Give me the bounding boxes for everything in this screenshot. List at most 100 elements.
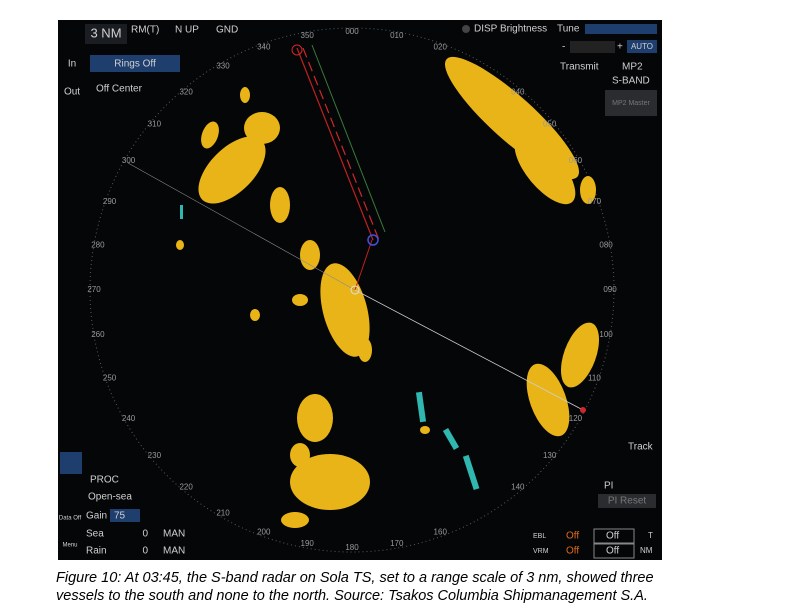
tune-minus[interactable]: - xyxy=(562,42,565,53)
radar-graphic xyxy=(598,494,656,508)
caption: vessels to the south and none to the nor… xyxy=(56,588,648,604)
radar-graphic xyxy=(291,44,303,56)
radar-echo xyxy=(281,512,309,528)
radar-graphic xyxy=(605,90,657,116)
motion-mode[interactable]: RM(T) xyxy=(131,25,159,36)
radar-graphic xyxy=(302,47,380,241)
zoom-out[interactable]: Out xyxy=(64,87,80,98)
sea-label: Sea xyxy=(86,529,104,540)
proc-preset[interactable]: Open-sea xyxy=(88,492,132,503)
bearing-label: 260 xyxy=(91,330,105,339)
bearing-label: 300 xyxy=(122,156,136,165)
radar-echo xyxy=(442,427,460,451)
radar-graphic xyxy=(350,285,360,295)
radar-graphic xyxy=(311,44,386,233)
master-button[interactable]: MP2 Master xyxy=(612,100,650,107)
radar-echo xyxy=(358,338,372,362)
radar-echo xyxy=(290,443,310,467)
zoom-in[interactable]: In xyxy=(68,59,76,70)
bearing-label: 080 xyxy=(599,240,613,249)
pi-reset[interactable]: PI Reset xyxy=(608,496,647,507)
radar-echo xyxy=(201,121,219,149)
radar-echo xyxy=(292,294,308,306)
radar-echo xyxy=(580,176,596,204)
gain-value[interactable]: 75 xyxy=(114,511,126,522)
track-button[interactable]: Track xyxy=(628,442,654,453)
mode: MP2 xyxy=(622,62,643,73)
tune-auto[interactable]: AUTO xyxy=(631,42,653,51)
tune-label: Tune xyxy=(557,24,580,35)
brightness[interactable]: DISP Brightness xyxy=(474,24,547,35)
radar-graphic xyxy=(89,27,615,553)
ebl-2[interactable]: Off xyxy=(606,531,619,542)
radar-echo xyxy=(250,309,260,321)
sea-mode[interactable]: MAN xyxy=(163,529,185,540)
bearing-label: 100 xyxy=(599,330,613,339)
bearing-label: 210 xyxy=(216,509,230,518)
vrm-1[interactable]: Off xyxy=(566,546,579,557)
radar-graphic xyxy=(85,24,127,44)
bearing-label: 130 xyxy=(543,451,557,460)
bearing-label: 090 xyxy=(603,285,617,294)
radar-graphic xyxy=(60,452,82,474)
radar-graphic xyxy=(89,27,615,553)
range[interactable]: 3 NM xyxy=(90,25,121,40)
radar-graphic xyxy=(593,528,635,544)
proc-label: PROC xyxy=(90,475,119,486)
orientation[interactable]: N UP xyxy=(175,25,199,36)
radar-echo xyxy=(450,61,490,89)
radar-graphic xyxy=(354,239,373,291)
radar-graphic xyxy=(462,25,470,33)
vrm-label: VRM xyxy=(533,548,549,555)
radar-graphic xyxy=(570,41,615,53)
data-button[interactable]: Data Off xyxy=(59,516,82,522)
gain-label: Gain xyxy=(86,511,107,522)
radar-echo xyxy=(300,240,320,270)
bearing-label: 280 xyxy=(91,240,105,249)
rain-label: Rain xyxy=(86,546,107,557)
menu-button[interactable]: Menu xyxy=(62,543,77,549)
bearing-label: 240 xyxy=(122,414,136,423)
radar-echo xyxy=(297,394,333,442)
bearing-label: 350 xyxy=(301,31,315,40)
bearing-label: 060 xyxy=(569,156,583,165)
rain-mode[interactable]: MAN xyxy=(163,546,185,557)
bearing-label: 070 xyxy=(588,197,602,206)
pi-label: PI xyxy=(604,481,613,492)
radar-echo xyxy=(198,136,266,204)
vrm-2[interactable]: Off xyxy=(606,546,619,557)
tune-plus[interactable]: + xyxy=(617,42,623,53)
bearing-label: 020 xyxy=(434,43,448,52)
rain-value[interactable]: 0 xyxy=(142,546,148,557)
off-center-button[interactable]: Off Center xyxy=(96,84,143,95)
radar-graphic xyxy=(127,162,356,291)
radar-graphic xyxy=(593,543,635,559)
radar-graphic xyxy=(585,24,657,34)
bearing-label: 000 xyxy=(345,27,359,36)
radar-graphic xyxy=(627,40,657,53)
ebl-1[interactable]: Off xyxy=(566,531,579,542)
rings-button[interactable]: Rings Off xyxy=(114,59,156,70)
bearing-label: 160 xyxy=(434,528,448,537)
radar-echo xyxy=(526,363,570,437)
radar-graphic xyxy=(110,509,140,522)
bearing-label: 140 xyxy=(511,483,525,492)
bearing-label: 010 xyxy=(390,31,404,40)
transmit[interactable]: Transmit xyxy=(560,62,599,73)
radar-graphic xyxy=(580,407,586,413)
bearing-label: 270 xyxy=(87,285,101,294)
bearing-label: 340 xyxy=(257,43,271,52)
bearing-label: 230 xyxy=(148,451,162,460)
sea-value[interactable]: 0 xyxy=(142,529,148,540)
radar-echo xyxy=(240,87,250,103)
stabilization[interactable]: GND xyxy=(216,25,238,36)
bearing-label: 180 xyxy=(345,543,359,552)
radar-echo xyxy=(514,135,576,205)
bearing-label: 120 xyxy=(569,414,583,423)
bearing-label: 310 xyxy=(148,119,162,128)
radar-graphic xyxy=(354,289,584,411)
radar-echo xyxy=(180,205,183,219)
bearing-label: 290 xyxy=(103,197,117,206)
bearing-label: 190 xyxy=(301,539,315,548)
